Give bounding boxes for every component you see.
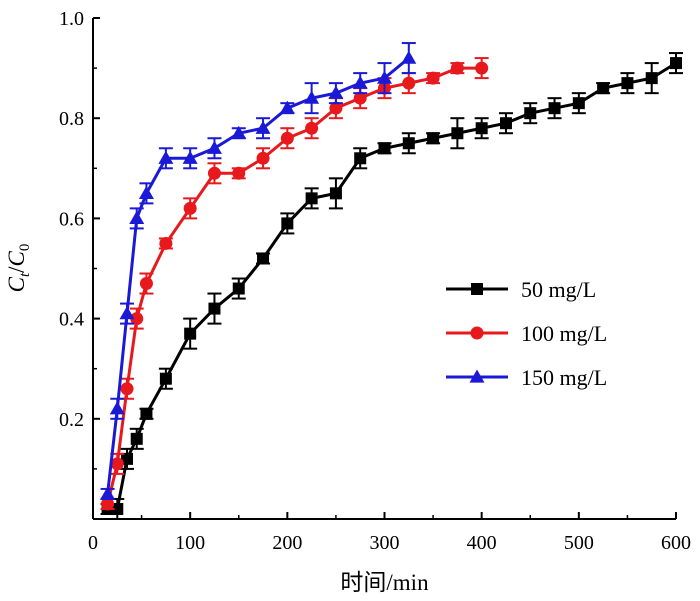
data-point [110, 457, 124, 471]
data-point [130, 432, 143, 445]
y-label-subscript: 0 [17, 244, 33, 252]
data-point [304, 90, 320, 104]
data-point [207, 166, 221, 180]
y-tick-label: 0.2 [59, 409, 84, 431]
data-point [158, 150, 174, 164]
series-1 [100, 52, 683, 520]
data-point [499, 117, 512, 130]
x-tick-label: 100 [175, 532, 205, 554]
data-point [257, 252, 270, 265]
data-point [206, 140, 222, 154]
axes: 0 100 200 300 400 500 600 0.2 0.4 0.6 0.8 1.0 时间/min… [4, 8, 691, 595]
data-point [402, 137, 415, 150]
legend-marker [470, 326, 484, 340]
legend-marker [469, 369, 485, 383]
legend: 50 mg/L 100 mg/L 150 mg/L [446, 277, 607, 390]
data-point [101, 497, 115, 511]
data-point [138, 185, 154, 199]
data-point [159, 236, 173, 250]
data-point [377, 70, 392, 84]
x-tick-label: 0 [88, 532, 98, 554]
y-label-subscript: t [17, 272, 33, 277]
data-point [548, 102, 561, 115]
data-point [256, 151, 270, 165]
data-point [129, 210, 145, 225]
x-tick-label: 300 [370, 532, 400, 554]
data-point [279, 100, 295, 114]
series-line-3 [106, 56, 410, 495]
x-tick-label: 600 [661, 532, 691, 554]
legend-label: 50 mg/L [521, 277, 596, 302]
x-axis-label: 时间/min [340, 570, 429, 595]
data-point [305, 121, 319, 135]
data-point [111, 502, 124, 515]
data-point [426, 71, 440, 85]
data-point [475, 61, 489, 75]
y-tick-label: 0.8 [59, 108, 84, 130]
data-point [329, 101, 343, 115]
data-point [450, 61, 464, 75]
data-point [280, 131, 294, 145]
legend-entry-3: 150 mg/L [446, 365, 607, 390]
data-point [475, 122, 488, 135]
y-tick-label: 0.4 [59, 309, 84, 331]
data-point [232, 166, 246, 180]
y-label-part: C [4, 250, 29, 266]
data-point [208, 302, 221, 315]
x-tick-label: 400 [467, 532, 497, 554]
legend-label: 100 mg/L [521, 321, 607, 346]
data-point [130, 312, 144, 326]
data-point [140, 407, 153, 420]
data-point [120, 382, 134, 396]
data-point [231, 125, 247, 139]
data-point [329, 187, 342, 200]
data-point [352, 75, 368, 89]
plot-area [100, 42, 683, 520]
y-tick-label: 1.0 [59, 8, 84, 30]
data-point [401, 50, 417, 64]
data-point [378, 142, 391, 155]
legend-marker [471, 283, 483, 295]
data-point [354, 152, 367, 165]
data-point [524, 107, 537, 120]
data-point [402, 76, 416, 90]
data-point [281, 217, 294, 230]
y-tick-label: 0.6 [59, 208, 84, 230]
series-3 [100, 42, 417, 500]
series-2 [100, 57, 489, 511]
series-line-2 [106, 66, 482, 505]
data-point [670, 57, 682, 70]
legend-entry-1: 50 mg/L [446, 277, 596, 302]
data-point [119, 306, 135, 320]
data-point [572, 97, 585, 110]
legend-entry-2: 100 mg/L [446, 321, 607, 346]
data-point [597, 82, 610, 95]
data-point [159, 372, 172, 385]
data-point [232, 282, 245, 295]
data-point [183, 201, 197, 215]
data-point [451, 127, 464, 140]
data-point [305, 192, 318, 205]
data-point [182, 150, 198, 164]
y-label-part: C [4, 276, 29, 292]
y-axis-label: Ct/C0 [4, 244, 33, 293]
data-point [255, 120, 271, 134]
data-point [328, 85, 344, 99]
data-point [139, 277, 153, 291]
data-point [621, 77, 634, 90]
y-label-part: / [4, 266, 29, 273]
data-point [109, 401, 125, 415]
data-point [100, 486, 116, 500]
data-point [645, 72, 658, 85]
data-point [353, 91, 367, 105]
x-tick-label: 200 [272, 532, 302, 554]
data-point [184, 327, 197, 340]
data-point [121, 452, 134, 465]
legend-label: 150 mg/L [521, 365, 607, 390]
data-point [427, 132, 440, 145]
x-tick-label: 500 [564, 532, 594, 554]
